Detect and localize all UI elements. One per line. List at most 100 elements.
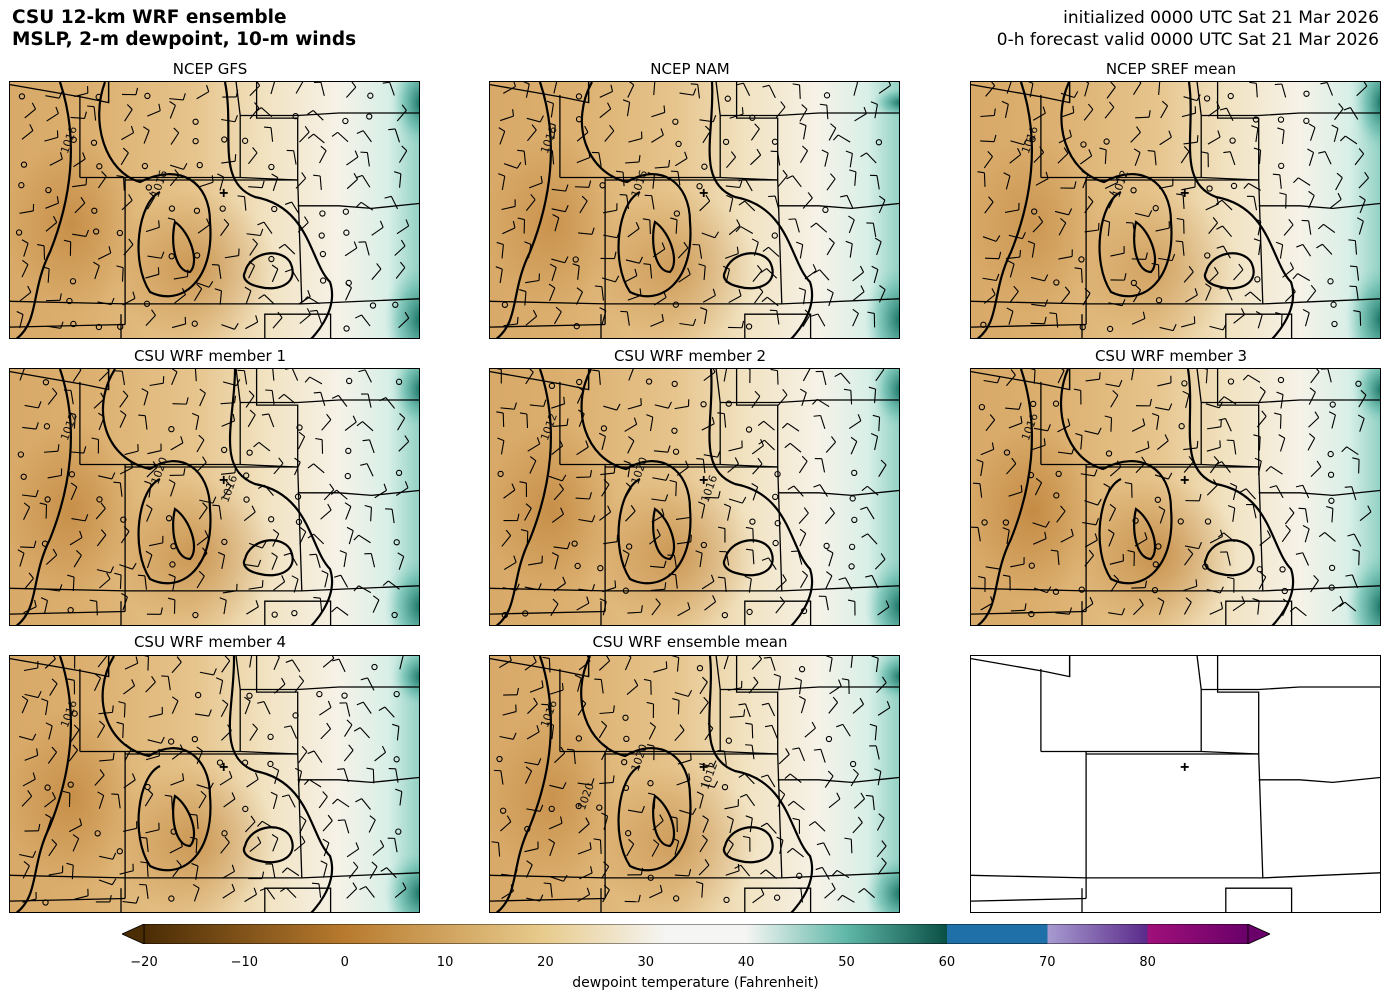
wind-barb-shaft bbox=[779, 840, 784, 854]
wind-barb-shaft bbox=[1351, 486, 1357, 501]
wind-barb-shaft bbox=[46, 817, 52, 832]
calm-wind-marker bbox=[721, 611, 729, 619]
wind-barb-shaft bbox=[1084, 539, 1098, 548]
isobar-line bbox=[652, 794, 676, 848]
wind-barb-shaft bbox=[169, 98, 184, 101]
calm-wind-marker bbox=[573, 323, 580, 330]
calm-wind-marker bbox=[66, 297, 73, 305]
wind-barb-shaft bbox=[1354, 240, 1358, 255]
calm-wind-marker bbox=[596, 804, 603, 811]
wind-barb-flag bbox=[261, 180, 265, 188]
wind-barb-shaft bbox=[97, 301, 112, 306]
state-border-line bbox=[490, 897, 606, 902]
wind-barb-shaft bbox=[340, 574, 349, 588]
wind-barb-shaft bbox=[529, 404, 544, 407]
calm-wind-marker bbox=[851, 516, 858, 524]
wind-barb-shaft bbox=[1354, 153, 1365, 166]
wind-barb-flag bbox=[1196, 440, 1199, 448]
wind-barb-flag bbox=[52, 215, 58, 223]
wind-barb-shaft bbox=[649, 264, 653, 279]
wind-barb-flag bbox=[388, 128, 396, 131]
wind-barb-shaft bbox=[1275, 485, 1284, 499]
calm-wind-marker bbox=[671, 380, 678, 388]
wind-barb-shaft bbox=[146, 508, 153, 522]
wind-barb-shaft bbox=[170, 442, 184, 451]
wind-barb-shaft bbox=[318, 796, 328, 809]
wind-barb-shaft bbox=[72, 184, 87, 188]
wind-barb-shaft bbox=[550, 103, 554, 118]
wind-barb-shaft bbox=[244, 700, 251, 715]
calm-wind-marker bbox=[749, 518, 756, 525]
wind-barb-flag bbox=[353, 172, 359, 180]
wind-barb-flag bbox=[745, 722, 753, 725]
wind-barb-shaft bbox=[124, 748, 132, 762]
wind-barb-flag bbox=[1020, 415, 1023, 424]
wind-barb-shaft bbox=[23, 606, 37, 614]
wind-barb-flag bbox=[332, 798, 338, 805]
wind-barb-flag bbox=[366, 767, 374, 770]
state-borders bbox=[490, 82, 899, 338]
wind-barb-shaft bbox=[1084, 555, 1095, 567]
wind-barb-flag bbox=[112, 752, 115, 760]
wind-barb-shaft bbox=[704, 601, 716, 611]
wind-barb-shaft bbox=[628, 369, 634, 381]
wind-barb-flag bbox=[738, 289, 742, 297]
wind-barb-flag bbox=[1028, 82, 1034, 84]
wind-barb-flag bbox=[254, 102, 260, 109]
calm-wind-marker bbox=[645, 378, 653, 385]
wind-barb-flag bbox=[519, 289, 527, 293]
wind-barb-shaft bbox=[263, 294, 275, 305]
wind-barb-shaft bbox=[598, 660, 611, 671]
wind-barb-shaft bbox=[1084, 201, 1094, 214]
wind-barb-flag bbox=[196, 283, 203, 290]
wind-barb-shaft bbox=[1157, 382, 1172, 387]
wind-barb-flag bbox=[1266, 530, 1272, 537]
state-border-line bbox=[1258, 489, 1380, 497]
wind-barb-shaft bbox=[577, 677, 582, 692]
wind-barb-flag bbox=[72, 834, 79, 840]
wind-barb-shaft bbox=[525, 371, 534, 385]
wind-barb-flag bbox=[1240, 308, 1246, 315]
wind-barb-flag bbox=[139, 836, 147, 839]
wind-barb-flag bbox=[548, 838, 555, 844]
wind-barb-flag bbox=[703, 696, 709, 703]
wind-barb-flag bbox=[1144, 532, 1148, 540]
wind-barb-flag bbox=[118, 701, 126, 704]
wind-barb-flag bbox=[58, 91, 63, 99]
wind-barb-flag bbox=[792, 83, 800, 86]
wind-barb-shaft bbox=[1008, 491, 1023, 497]
wind-barb-shaft bbox=[1159, 136, 1172, 146]
calm-wind-marker bbox=[196, 161, 203, 169]
wind-barb-flag bbox=[560, 746, 566, 754]
isobar-line bbox=[101, 369, 212, 585]
wind-barb-shaft bbox=[122, 724, 124, 739]
wind-barb-flag bbox=[639, 288, 642, 296]
wind-barb-shaft bbox=[677, 247, 689, 259]
wind-barb-flag bbox=[179, 744, 184, 751]
wind-barb-shaft bbox=[1233, 440, 1237, 455]
wind-barb-flag bbox=[761, 557, 769, 561]
wind-barb-shaft bbox=[578, 518, 593, 523]
wind-barb-flag bbox=[679, 724, 685, 731]
wind-barb-flag bbox=[1352, 549, 1360, 552]
wind-barb-flag bbox=[272, 766, 279, 771]
wind-barb-shaft bbox=[399, 656, 404, 670]
wind-barb-shaft bbox=[651, 111, 665, 118]
wind-barb-shaft bbox=[600, 679, 604, 694]
wind-barb-shaft bbox=[21, 795, 33, 807]
calm-wind-marker bbox=[725, 737, 732, 744]
wind-barb-flag bbox=[190, 836, 198, 840]
wind-barb-flag bbox=[760, 887, 765, 895]
wind-barb-flag bbox=[859, 697, 865, 705]
calm-wind-marker bbox=[600, 425, 608, 432]
wind-barb-flag bbox=[348, 744, 354, 751]
wind-barb-flag bbox=[598, 432, 606, 437]
wind-barb-shaft bbox=[578, 660, 591, 671]
wind-barb-flag bbox=[1253, 434, 1261, 438]
wind-barb-shaft bbox=[768, 85, 776, 99]
wind-barb-shaft bbox=[501, 890, 514, 899]
wind-barb-shaft bbox=[502, 711, 517, 716]
wind-barb-flag bbox=[603, 479, 610, 485]
wind-barb-shaft bbox=[273, 462, 284, 475]
state-border-line bbox=[971, 585, 1380, 592]
